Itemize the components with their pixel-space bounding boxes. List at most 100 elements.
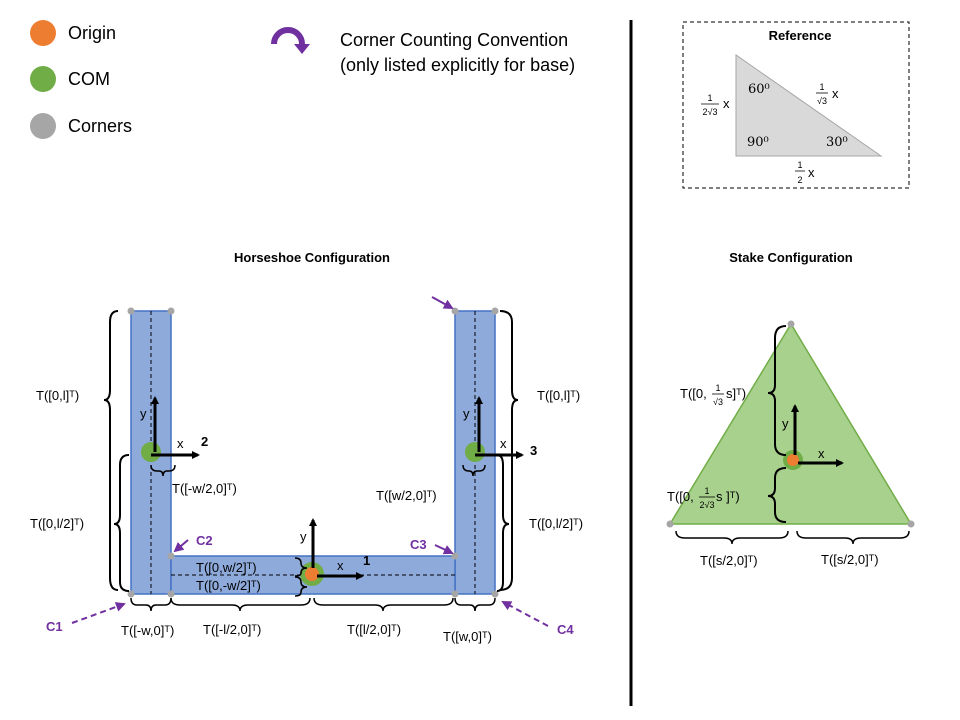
- corner-dot: [907, 520, 915, 528]
- corner-legend-dot: [30, 113, 56, 139]
- corner-dot: [451, 590, 459, 598]
- reference-left-side-label: 1 2√3 x: [701, 93, 730, 117]
- svg-text:1: 1: [707, 93, 712, 103]
- bottom-w-right-transform: T([w,0]ᵀ): [443, 629, 492, 644]
- brace: [113, 454, 130, 592]
- left-mid-transform: T([0,l/2]ᵀ): [30, 516, 84, 531]
- left-axis-y-label: y: [140, 406, 147, 421]
- convention-title: Corner Counting Convention: [340, 30, 568, 50]
- svg-text:2: 2: [797, 175, 802, 185]
- svg-text:1: 1: [715, 383, 720, 393]
- horseshoe-configuration: Horseshoe Configuration y x 2 y x 3: [30, 250, 583, 644]
- reference-box: Reference 60⁰ 90⁰ 30⁰ 1 2√3 x 1 √3 x 1 2…: [682, 21, 910, 189]
- brace: [170, 597, 311, 612]
- reference-angle-30: 30⁰: [826, 135, 848, 150]
- brace: [294, 576, 308, 597]
- corner-dot: [167, 552, 175, 560]
- legend: Origin COM Corners Corner Counting Conve…: [30, 20, 575, 139]
- stake-axis-y-label: y: [782, 416, 789, 431]
- base-down-transform: T([0,-w/2]ᵀ): [196, 578, 261, 593]
- brace: [499, 310, 519, 591]
- corner-dot: [167, 307, 175, 315]
- svg-text:√3: √3: [713, 397, 723, 407]
- reference-triangle: [735, 54, 883, 157]
- svg-text:T([0,: T([0,: [680, 386, 707, 401]
- stake-title: Stake Configuration: [729, 250, 853, 265]
- brace: [294, 557, 308, 577]
- stake-lower-transform: T([0, 1 2√3 s ]ᵀ): [667, 486, 740, 510]
- corner-dot: [451, 552, 459, 560]
- brace: [767, 325, 787, 456]
- svg-text:s]ᵀ): s]ᵀ): [726, 386, 746, 401]
- base-axis-y-label: y: [300, 529, 307, 544]
- brace: [313, 597, 454, 612]
- reference-bottom-label: 1 2 x: [795, 160, 815, 185]
- left-com-dot: [141, 442, 161, 462]
- corner-dot: [127, 590, 135, 598]
- right-axis-y-label: y: [463, 406, 470, 421]
- reference-hypotenuse-label: 1 √3 x: [816, 82, 839, 106]
- c3-pointer-upper: [431, 296, 454, 309]
- right-mid-transform: T([0,l/2]ᵀ): [529, 516, 583, 531]
- svg-text:x: x: [832, 86, 839, 101]
- stake-axis-x-label: x: [818, 446, 825, 461]
- stake-upper-transform: T([0, 1 √3 s]ᵀ): [680, 383, 746, 407]
- right-top-transform: T([0,l]ᵀ): [537, 388, 580, 403]
- left-axis-x-label: x: [177, 436, 184, 451]
- c2-pointer: [173, 539, 189, 553]
- c3-pointer: [434, 544, 454, 555]
- brace: [675, 530, 789, 545]
- brace: [462, 464, 486, 477]
- stake-origin-dot: [787, 454, 799, 466]
- horseshoe-title: Horseshoe Configuration: [234, 250, 390, 265]
- left-com-offset-transform: T([-w/2,0]ᵀ): [172, 481, 237, 496]
- brace: [150, 464, 176, 477]
- bottom-l-right-transform: T([l/2,0]ᵀ): [347, 622, 401, 637]
- clockwise-arrowhead-icon: [294, 44, 310, 54]
- corner-dot: [167, 590, 175, 598]
- reference-title: Reference: [769, 28, 832, 43]
- clockwise-arrow-icon: [271, 27, 305, 45]
- svg-text:x: x: [723, 96, 730, 111]
- stake-bottom-right-transform: T([s/2,0]ᵀ): [821, 552, 879, 567]
- c2-label: C2: [196, 533, 213, 548]
- svg-text:T([0,: T([0,: [667, 489, 694, 504]
- right-axis-x-label: x: [500, 436, 507, 451]
- svg-text:2√3: 2√3: [703, 107, 718, 117]
- c4-label: C4: [557, 622, 574, 637]
- left-top-transform: T([0,l]ᵀ): [36, 388, 79, 403]
- stake-bottom-left-transform: T([s/2,0]ᵀ): [700, 553, 758, 568]
- corner-dot: [491, 590, 499, 598]
- corner-dot: [451, 307, 459, 315]
- link-2-label: 2: [201, 434, 208, 449]
- svg-text:1: 1: [797, 160, 802, 170]
- right-com-offset-transform: T([w/2,0]ᵀ): [376, 488, 437, 503]
- origin-legend-dot: [30, 20, 56, 46]
- brace: [130, 597, 172, 612]
- brace: [454, 597, 496, 612]
- com-legend-dot: [30, 66, 56, 92]
- corner-dot: [787, 320, 795, 328]
- link-3-label: 3: [530, 443, 537, 458]
- svg-text:2√3: 2√3: [700, 500, 715, 510]
- c3-label: C3: [410, 537, 427, 552]
- brace: [496, 454, 510, 592]
- right-com-dot: [465, 442, 485, 462]
- brace: [767, 467, 787, 523]
- c4-pointer: [501, 601, 549, 627]
- bottom-w-left-transform: T([-w,0]ᵀ): [121, 623, 174, 638]
- convention-note: (only listed explicitly for base): [340, 55, 575, 75]
- svg-text:x: x: [808, 165, 815, 180]
- corner-dot: [666, 520, 674, 528]
- corner-dot: [491, 307, 499, 315]
- brace: [796, 530, 910, 545]
- reference-angle-60: 60⁰: [748, 82, 770, 97]
- bottom-l-left-transform: T([-l/2,0]ᵀ): [203, 622, 261, 637]
- c1-label: C1: [46, 619, 63, 634]
- origin-legend-label: Origin: [68, 23, 116, 43]
- base-axis-x-label: x: [337, 558, 344, 573]
- corner-legend-label: Corners: [68, 116, 132, 136]
- reference-frame: [682, 21, 910, 189]
- svg-text:s ]ᵀ): s ]ᵀ): [716, 489, 740, 504]
